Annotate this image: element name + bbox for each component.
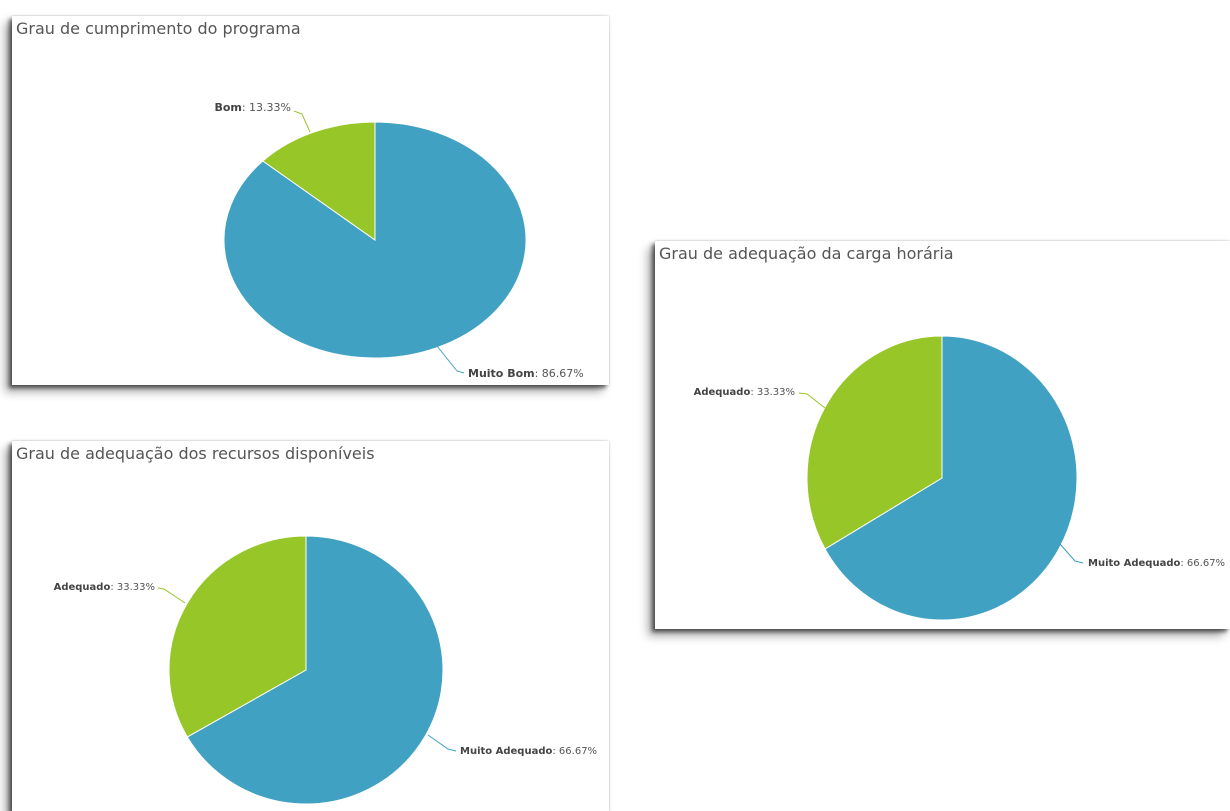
pie-chart: Muito Adequado: 66.67% Adequado: 33.33%	[694, 335, 1225, 621]
pie-data-label: Adequado: 33.33%	[694, 387, 795, 398]
slice-label-value: : 86.67%	[535, 367, 584, 380]
slice-label-name: Bom	[214, 101, 241, 114]
pie-data-label: Muito Bom: 86.67%	[468, 367, 584, 380]
slice-label-name: Muito Adequado	[1088, 558, 1180, 569]
pie-label-connector	[293, 110, 311, 133]
chart-title: Grau de adequação dos recursos disponíve…	[16, 444, 375, 463]
slice-label-name: Muito Adequado	[460, 746, 552, 757]
chart-panel-carga-horaria: Grau de adequação da carga horária Muito…	[655, 241, 1230, 629]
slice-label-name: Adequado	[694, 387, 751, 398]
slice-label-value: : 13.33%	[242, 101, 291, 114]
pie-slice-adequado	[168, 535, 307, 738]
pie-label-connector	[436, 345, 465, 374]
chart-panel-cumprimento: Grau de cumprimento do programa Muito Bo…	[12, 16, 609, 385]
pie-chart: Muito Adequado: 66.67% Adequado: 33.33%	[54, 535, 597, 805]
chart-title: Grau de adequação da carga horária	[659, 244, 954, 263]
pie-label-connector	[1059, 543, 1084, 564]
slice-label-value: : 66.67%	[552, 746, 597, 757]
pie-label-connector	[798, 392, 826, 409]
slice-label-value: : 66.67%	[1180, 558, 1225, 569]
pie-label-connector	[157, 587, 186, 604]
pie-slice-muito-adequado	[824, 335, 1078, 621]
slice-label-value: : 33.33%	[110, 582, 155, 593]
pie-slice-bom	[261, 121, 376, 241]
pie-slice-adequado	[806, 335, 943, 550]
pie-slice-muito-adequado	[186, 535, 444, 805]
chart-panel-recursos: Grau de adequação dos recursos disponíve…	[12, 441, 609, 811]
slice-label-name: Adequado	[54, 582, 111, 593]
chart-title: Grau de cumprimento do programa	[16, 19, 301, 38]
pie-data-label: Muito Adequado: 66.67%	[1088, 558, 1225, 569]
pie-data-label: Bom: 13.33%	[214, 101, 291, 114]
slice-label-value: : 33.33%	[750, 387, 795, 398]
pie-label-connector	[427, 734, 457, 752]
pie-data-label: Adequado: 33.33%	[54, 582, 155, 593]
pie-chart: Muito Bom: 86.67% Bom: 13.33%	[214, 101, 584, 380]
slice-label-name: Muito Bom	[468, 367, 535, 380]
pie-data-label: Muito Adequado: 66.67%	[460, 746, 597, 757]
